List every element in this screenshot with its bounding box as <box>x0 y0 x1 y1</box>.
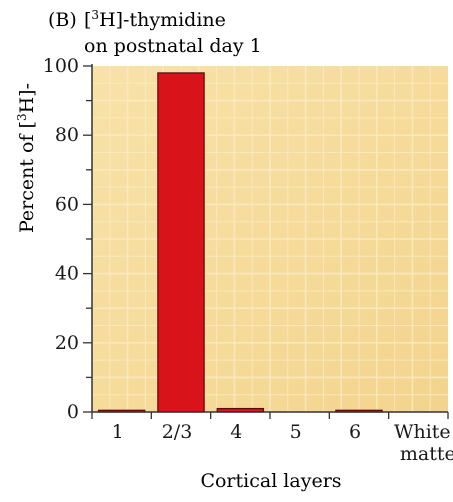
y-axis-label-pre: Percent of [ <box>16 121 38 233</box>
x-tick-label: 5 <box>290 421 302 443</box>
panel-label: (B) <box>48 9 77 31</box>
y-tick-label: 100 <box>43 55 79 77</box>
y-tick-label: 20 <box>55 332 79 354</box>
title-text: H]-thymidine <box>99 9 226 31</box>
x-tick-label-line: 5 <box>290 421 302 443</box>
y-tick-label: 40 <box>55 263 79 285</box>
y-axis-label-sup: 3 <box>15 113 29 121</box>
x-tick-label-line: matter <box>400 443 453 465</box>
title-superscript: 3 <box>91 8 99 22</box>
x-tick-label: 2/3 <box>162 421 193 443</box>
x-axis-label: Cortical layers <box>200 470 341 492</box>
chart-title-line1: [3H]-thymidine <box>84 8 226 31</box>
y-axis-label-post: H]- <box>16 83 38 113</box>
x-tick-label-line: 6 <box>349 421 361 443</box>
x-tick-label-line: 1 <box>112 421 124 443</box>
y-axis-label: Percent of [3H]- <box>15 83 38 233</box>
x-tick-label: 1 <box>112 421 124 443</box>
chart-title-line2: on postnatal day 1 <box>84 35 262 57</box>
x-tick-label: 4 <box>230 421 242 443</box>
x-tick-label-line: 4 <box>230 421 242 443</box>
title-bracket-open: [ <box>84 9 91 31</box>
x-tick-label-line: 2/3 <box>162 421 193 443</box>
x-tick-label-line: White <box>394 421 451 443</box>
x-tick-label: Whitematter <box>394 421 453 465</box>
y-tick-label: 0 <box>67 401 79 423</box>
y-tick-label: 60 <box>55 193 79 215</box>
bar-2-3 <box>157 72 205 413</box>
x-tick-label: 6 <box>349 421 361 443</box>
y-tick-label: 80 <box>55 124 79 146</box>
